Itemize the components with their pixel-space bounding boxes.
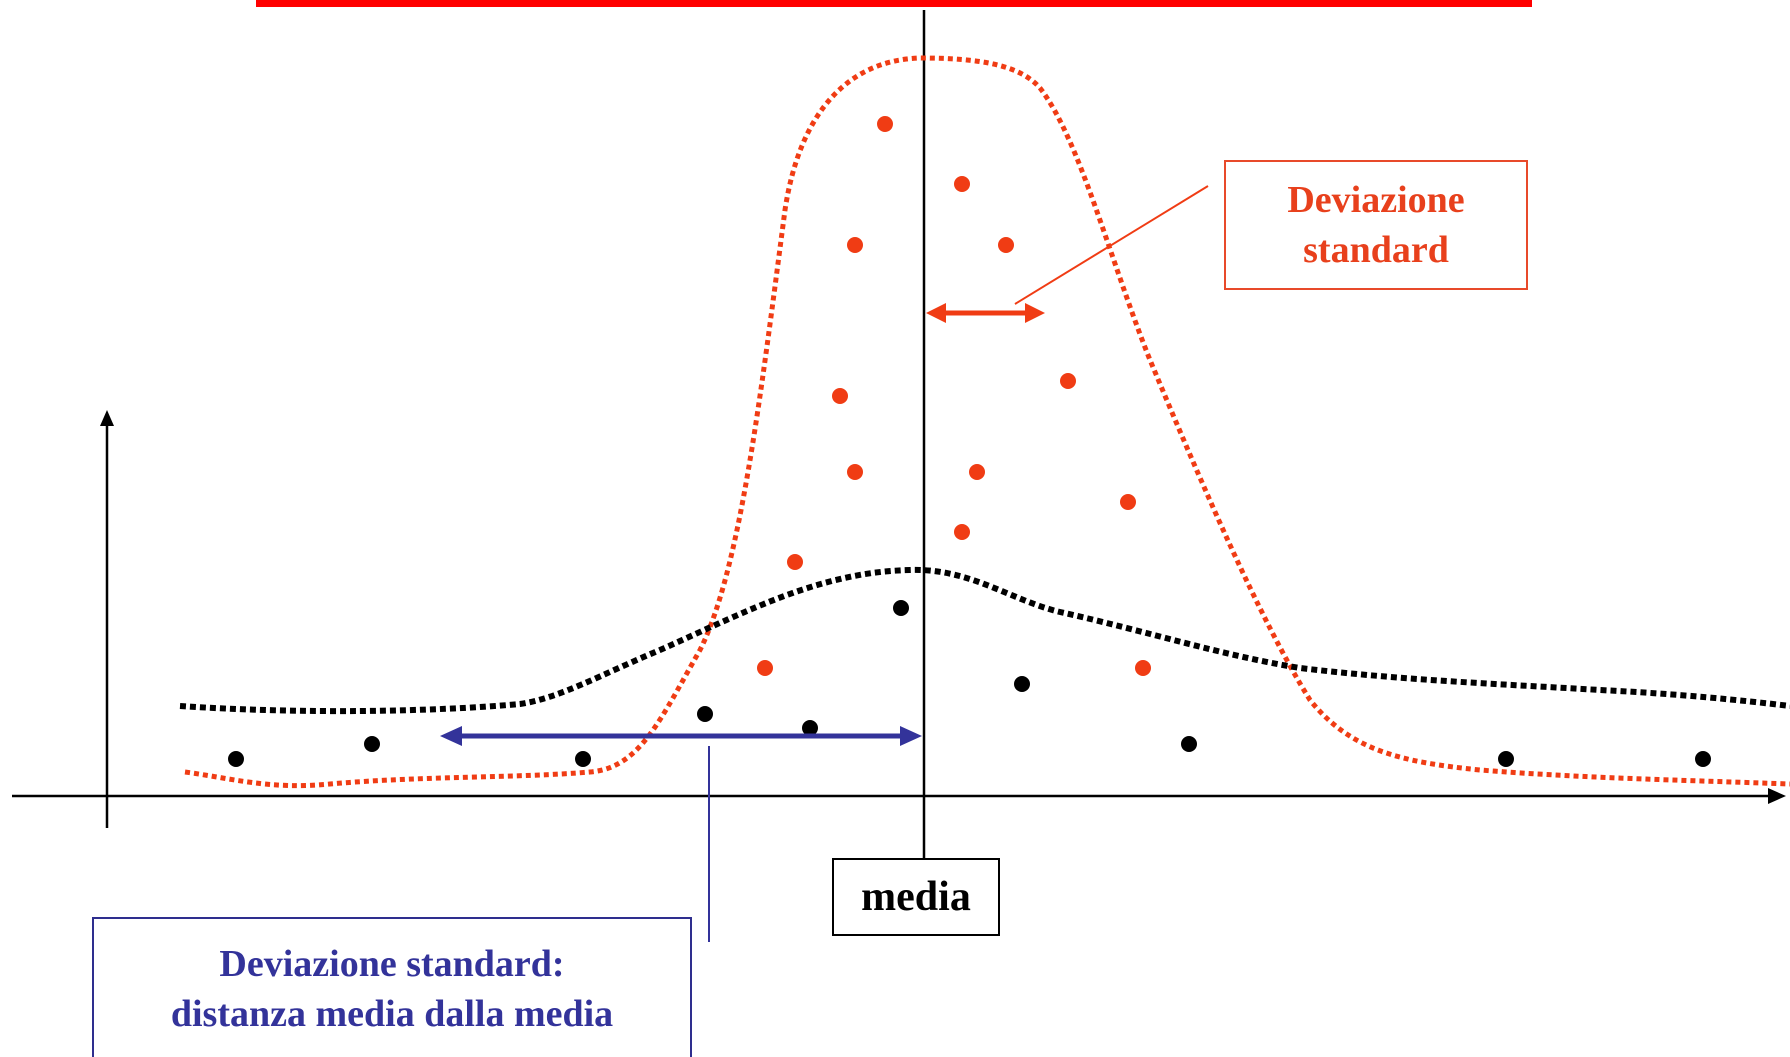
data-point	[575, 751, 591, 767]
title-bar	[256, 0, 1532, 7]
data-point	[757, 660, 773, 676]
x-axis-arrow-icon	[1768, 788, 1786, 804]
data-point	[832, 388, 848, 404]
y-axis-arrow-icon	[100, 410, 114, 426]
data-point	[847, 237, 863, 253]
data-point	[954, 524, 970, 540]
mean-label: media	[861, 874, 971, 920]
wide-std-label-line1: Deviazione standard:	[219, 943, 565, 985]
data-point	[1695, 751, 1711, 767]
data-point	[877, 116, 893, 132]
wide-std-label-line2: distanza media dalla media	[170, 993, 614, 1035]
data-point	[1060, 373, 1076, 389]
data-point	[787, 554, 803, 570]
data-point	[969, 464, 985, 480]
data-point	[1498, 751, 1514, 767]
data-point	[954, 176, 970, 192]
arrow-left-icon	[926, 303, 946, 323]
data-point	[1120, 494, 1136, 510]
narrow-std-label-box: Deviazione standard	[1224, 160, 1528, 290]
data-point	[1181, 736, 1197, 752]
wide-distribution-curve	[179, 566, 1790, 715]
data-point	[802, 720, 818, 736]
mean-label-box: media	[832, 858, 1000, 936]
data-point	[1014, 676, 1030, 692]
arrow-right-icon	[900, 726, 922, 746]
data-point	[847, 464, 863, 480]
narrow-distribution-curve	[184, 55, 1790, 789]
narrow-std-label-line1: Deviazione	[1287, 179, 1465, 221]
wide-std-label-box: Deviazione standard: distanza media dall…	[92, 917, 692, 1057]
arrow-right-icon	[1025, 303, 1045, 323]
data-point	[697, 706, 713, 722]
data-point	[1135, 660, 1151, 676]
data-point	[998, 237, 1014, 253]
data-point	[893, 600, 909, 616]
arrow-left-icon	[440, 726, 462, 746]
wide-distribution-points	[228, 600, 1711, 767]
data-point	[364, 736, 380, 752]
narrow-distribution-points	[757, 116, 1151, 676]
narrow-std-leader	[1014, 185, 1209, 305]
data-point	[228, 751, 244, 767]
narrow-std-label-line2: standard	[1303, 229, 1449, 271]
